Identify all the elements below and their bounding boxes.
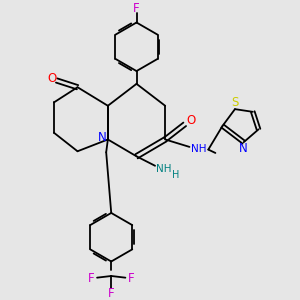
Text: H: H [172, 170, 180, 180]
Text: NH: NH [156, 164, 171, 174]
Text: F: F [128, 272, 135, 285]
Text: N: N [98, 131, 106, 144]
Text: O: O [186, 114, 195, 127]
Text: NH: NH [191, 144, 207, 154]
Text: S: S [231, 96, 239, 109]
Text: F: F [133, 2, 140, 15]
Text: O: O [47, 72, 56, 85]
Text: F: F [88, 272, 94, 285]
Text: F: F [108, 287, 115, 300]
Text: N: N [239, 142, 248, 155]
